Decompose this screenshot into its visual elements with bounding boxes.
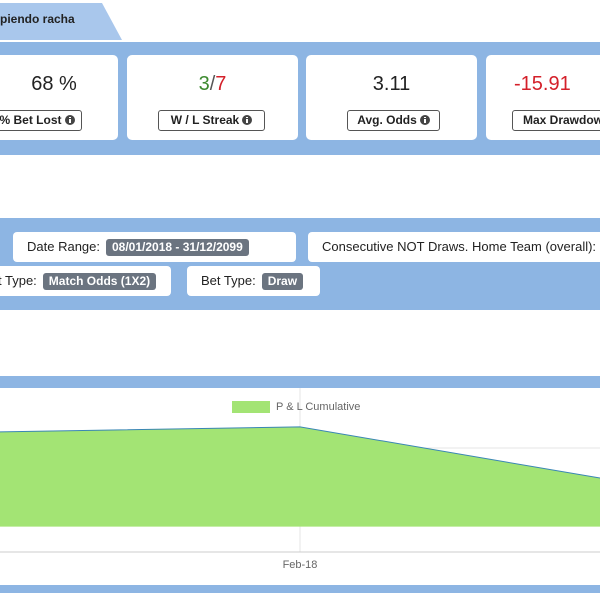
- tab: [0, 3, 122, 40]
- filter-label: Bet Type:: [201, 273, 256, 288]
- info-icon[interactable]: [419, 115, 430, 125]
- streak-win: 3: [198, 73, 210, 95]
- filter-box: Consecutive NOT Draws. Home Team (overal…: [308, 232, 600, 262]
- stat-value: -15.91: [514, 73, 571, 95]
- filter-label: Date Range:: [27, 239, 100, 254]
- stat-card: -15.91 Max Drawdow: [486, 55, 600, 140]
- filter-label: Consecutive NOT Draws. Home Team (overal…: [322, 239, 597, 254]
- stat-label-text: Max Drawdow: [522, 113, 600, 127]
- info-icon[interactable]: [242, 115, 253, 125]
- stat-label: W / L Streak: [158, 110, 265, 131]
- area-line: [0, 426, 600, 479]
- stat-card: 3/7 W / L Streak: [127, 55, 298, 140]
- legend-swatch: [232, 401, 270, 413]
- stat-label: % Bet Lost: [0, 110, 82, 131]
- stat-card: 3.11 Avg. Odds: [306, 55, 477, 140]
- stat-value: 68 %: [31, 73, 77, 95]
- stat-value: 3/7: [127, 73, 298, 96]
- tab-label[interactable]: piendo racha: [0, 12, 75, 26]
- filter-box: Date Range: 08/01/2018 - 31/12/2099: [13, 232, 296, 262]
- stat-label-text: W / L Streak: [170, 113, 240, 127]
- filter-label: t Type:: [0, 273, 37, 288]
- area: [0, 426, 600, 527]
- streak-sep: /: [209, 73, 216, 95]
- filter-badge[interactable]: Draw: [261, 273, 304, 290]
- filter-badge[interactable]: Match Odds (1X2): [42, 273, 157, 290]
- stat-card: 68 % % Bet Lost: [0, 55, 118, 140]
- stat-label-text: Avg. Odds: [357, 113, 417, 127]
- chart: Feb-18 P & L Cumulative: [0, 388, 600, 585]
- info-icon[interactable]: [64, 115, 75, 125]
- streak-loss: 7: [215, 73, 227, 95]
- filter-box: Bet Type: Draw: [187, 266, 320, 296]
- x-tick-label: Feb-18: [283, 559, 318, 571]
- stat-label: Avg. Odds: [347, 110, 440, 131]
- filter-badge[interactable]: 08/01/2018 - 31/12/2099: [106, 239, 249, 256]
- legend-label: P & L Cumulative: [276, 401, 360, 413]
- stat-value: 3.11: [372, 73, 411, 95]
- stat-label-text: % Bet Lost: [0, 113, 62, 127]
- filter-box: t Type: Match Odds (1X2): [0, 266, 171, 296]
- stat-label: Max Drawdow: [512, 110, 600, 131]
